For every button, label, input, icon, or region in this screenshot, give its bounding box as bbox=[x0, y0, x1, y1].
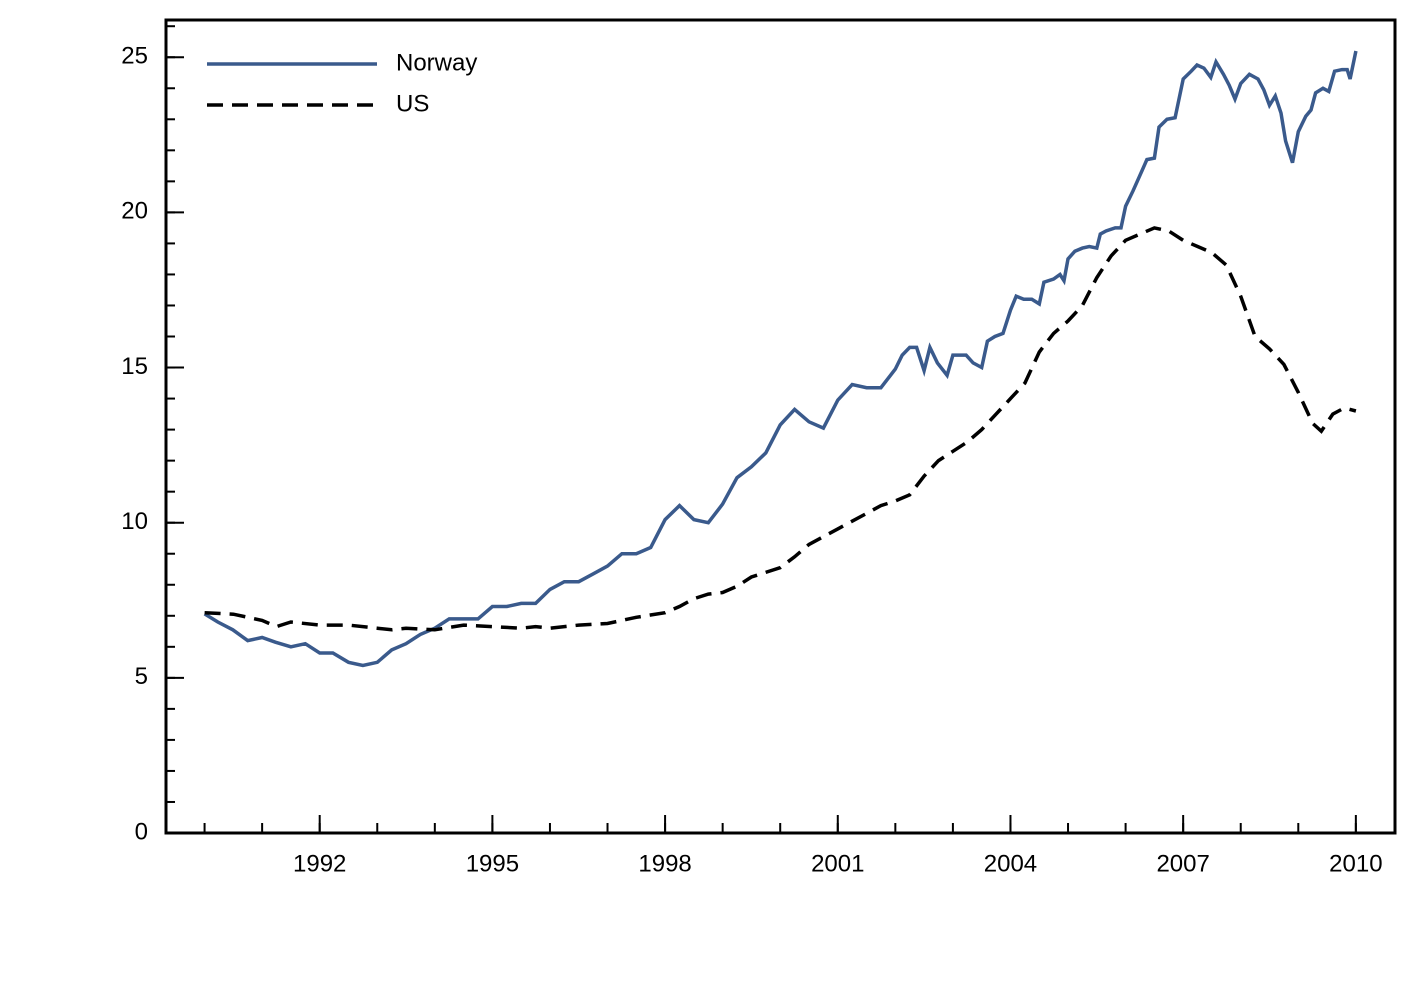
x-tick-label: 1992 bbox=[293, 850, 346, 877]
series-line bbox=[204, 226, 1357, 632]
y-tick-label: 10 bbox=[121, 508, 148, 535]
y-tick-label: 20 bbox=[121, 198, 148, 225]
x-tick-label: 2010 bbox=[1329, 850, 1382, 877]
x-tick-label: 1998 bbox=[638, 850, 691, 877]
plot-frame bbox=[164, 18, 1397, 835]
y-tick-label: 15 bbox=[121, 353, 148, 380]
x-tick-label: 2004 bbox=[984, 850, 1037, 877]
series-line bbox=[203, 50, 1358, 668]
y-tick-label: 5 bbox=[135, 663, 148, 690]
legend-label: Norway bbox=[396, 49, 477, 76]
y-tick-label: 0 bbox=[135, 818, 148, 845]
x-tick-label: 2007 bbox=[1156, 850, 1209, 877]
x-tick-label: 1995 bbox=[466, 850, 519, 877]
x-tick-label: 2001 bbox=[811, 850, 864, 877]
y-tick-label: 25 bbox=[121, 43, 148, 70]
legend-label: US bbox=[396, 90, 429, 117]
